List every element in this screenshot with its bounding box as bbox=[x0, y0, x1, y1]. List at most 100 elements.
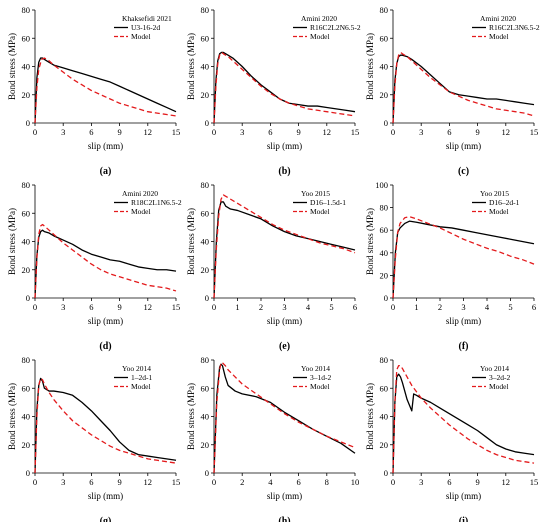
series-line-model bbox=[392, 365, 535, 474]
legend-entry: Model bbox=[310, 32, 330, 41]
x-axis-title: slip (mm) bbox=[446, 316, 481, 326]
legend-title: Khaksefidi 2021 bbox=[122, 14, 172, 23]
legend-title: Yoo 2015 bbox=[301, 189, 330, 198]
x-axis-title: slip (mm) bbox=[446, 491, 481, 501]
chart-panel-3: 0 3 6 9 12 15 0 20 40 60 80 slip (mm) Bond stress (M… bbox=[365, 5, 540, 177]
x-tick-label: 12 bbox=[144, 477, 153, 487]
y-tick-label: 80 bbox=[201, 355, 210, 365]
y-axis-title: Bond stress (MPa) bbox=[365, 383, 375, 450]
series-line-experiment bbox=[34, 229, 177, 299]
y-tick-label: 20 bbox=[201, 440, 210, 450]
chart-panel-2: 0 3 6 9 12 15 0 20 40 60 80 slip (mm) Bond stress (M… bbox=[186, 5, 361, 177]
x-tick-label: 6 bbox=[89, 477, 93, 487]
series-line-experiment bbox=[392, 220, 535, 299]
legend-entry: 3–2d-2 bbox=[489, 373, 510, 382]
panel-label: (d) bbox=[99, 341, 111, 352]
chart-panel-8: 0 2 4 6 8 10 0 20 40 60 80 slip (mm) Bond stress (MP… bbox=[186, 355, 359, 522]
series-line-model bbox=[34, 223, 177, 299]
y-tick-label: 80 bbox=[380, 355, 389, 365]
y-tick-label: 60 bbox=[380, 383, 389, 393]
y-tick-label: 60 bbox=[22, 33, 31, 43]
y-tick-label: 20 bbox=[22, 440, 31, 450]
x-axis-title: slip (mm) bbox=[267, 491, 302, 501]
panel-label: (a) bbox=[100, 166, 112, 177]
x-tick-label: 15 bbox=[530, 477, 539, 487]
panel-label: (b) bbox=[278, 166, 290, 177]
legend-title: Yoo 2015 bbox=[480, 189, 509, 198]
y-tick-label: 80 bbox=[201, 5, 210, 15]
series-line-experiment bbox=[213, 363, 356, 474]
series-line-experiment bbox=[34, 377, 177, 474]
x-tick-label: 6 bbox=[268, 127, 272, 137]
legend-entry: R16C2L3N6.5-2 bbox=[489, 23, 540, 32]
legend-title: Amini 2020 bbox=[480, 14, 516, 23]
y-tick-label: 80 bbox=[380, 203, 389, 213]
legend-entry: U3-16-2d bbox=[131, 23, 160, 32]
x-tick-label: 3 bbox=[282, 302, 286, 312]
y-axis-title: Bond stress (MPa) bbox=[7, 208, 17, 275]
series-line-experiment bbox=[34, 57, 177, 124]
y-tick-label: 0 bbox=[384, 293, 388, 303]
x-tick-label: 9 bbox=[117, 127, 121, 137]
y-axis-title: Bond stress (MPa) bbox=[7, 33, 17, 100]
y-tick-label: 0 bbox=[205, 468, 209, 478]
y-axis-title: Bond stress (MPa) bbox=[365, 33, 375, 100]
x-tick-label: 10 bbox=[351, 477, 360, 487]
series-line-model bbox=[34, 377, 177, 474]
x-tick-label: 5 bbox=[508, 302, 512, 312]
x-axis-title: slip (mm) bbox=[267, 316, 302, 326]
x-tick-label: 9 bbox=[117, 477, 121, 487]
chart-panel-1: 0 3 6 9 12 15 0 20 40 60 80 slip (mm) Bond stress (M… bbox=[7, 5, 180, 177]
series-line-model bbox=[392, 51, 535, 124]
y-axis-title: Bond stress (MPa) bbox=[7, 383, 17, 450]
x-tick-label: 0 bbox=[212, 477, 216, 487]
series-line-model bbox=[34, 57, 177, 124]
series-line-experiment bbox=[392, 54, 535, 124]
x-axis-title: slip (mm) bbox=[446, 141, 481, 151]
y-tick-label: 80 bbox=[22, 355, 31, 365]
y-tick-label: 60 bbox=[201, 208, 210, 218]
y-tick-label: 40 bbox=[201, 62, 210, 72]
y-tick-label: 20 bbox=[201, 90, 210, 100]
series-line-model bbox=[392, 215, 535, 299]
x-tick-label: 0 bbox=[391, 302, 395, 312]
panel-label: (i) bbox=[459, 516, 468, 522]
x-tick-label: 3 bbox=[419, 477, 423, 487]
legend-title: Amini 2020 bbox=[301, 14, 337, 23]
legend-entry: Model bbox=[310, 382, 330, 391]
x-tick-label: 1 bbox=[235, 302, 239, 312]
x-tick-label: 2 bbox=[438, 302, 442, 312]
y-tick-label: 40 bbox=[380, 248, 389, 258]
x-tick-label: 15 bbox=[172, 477, 181, 487]
y-tick-label: 80 bbox=[201, 180, 210, 190]
x-tick-label: 0 bbox=[212, 302, 216, 312]
x-tick-label: 12 bbox=[502, 477, 511, 487]
x-tick-label: 12 bbox=[144, 302, 153, 312]
legend-entry: Model bbox=[131, 32, 151, 41]
series-line-model bbox=[213, 194, 356, 299]
x-tick-label: 3 bbox=[61, 127, 65, 137]
y-tick-label: 80 bbox=[22, 5, 31, 15]
legend-entry: Model bbox=[489, 32, 509, 41]
y-tick-label: 60 bbox=[201, 33, 210, 43]
x-tick-label: 15 bbox=[172, 302, 181, 312]
y-axis-title: Bond stress (MPa) bbox=[186, 383, 196, 450]
y-tick-label: 40 bbox=[201, 412, 210, 422]
y-tick-label: 20 bbox=[22, 265, 31, 275]
series-line-model bbox=[213, 362, 356, 474]
panel-label: (g) bbox=[100, 516, 112, 522]
y-tick-label: 40 bbox=[380, 412, 389, 422]
chart-panel-7: 0 3 6 9 12 15 0 20 40 60 80 slip (mm) Bond stress (M… bbox=[7, 355, 180, 522]
y-tick-label: 60 bbox=[22, 383, 31, 393]
x-tick-label: 1 bbox=[414, 302, 418, 312]
x-tick-label: 3 bbox=[461, 302, 465, 312]
series-line-experiment bbox=[213, 51, 356, 124]
